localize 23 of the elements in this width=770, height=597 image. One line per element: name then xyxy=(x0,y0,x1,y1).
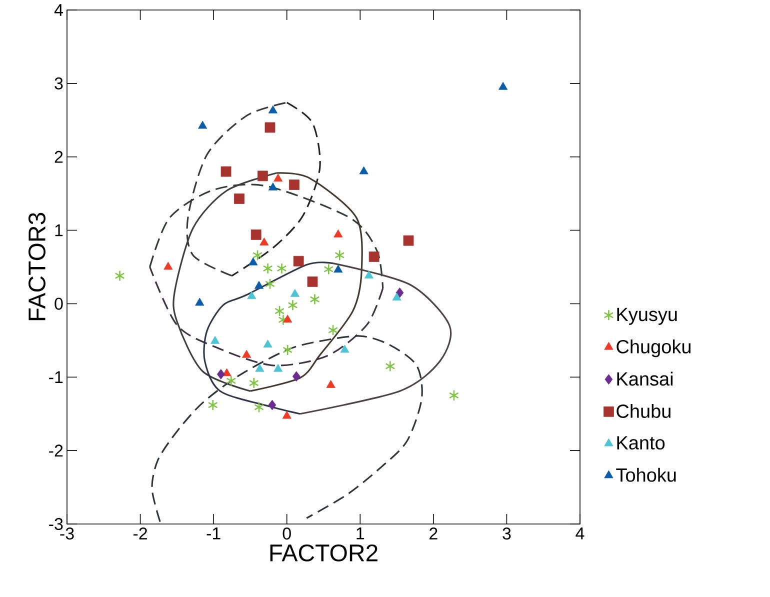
legend-label: Chubu xyxy=(616,404,670,418)
y-tick-label: -1 xyxy=(49,371,63,383)
x-tick-label: 0 xyxy=(282,528,291,540)
x-tick-label: -2 xyxy=(133,528,147,540)
legend-label: Kyusyu xyxy=(617,308,677,325)
legend-label: Kanto xyxy=(617,436,665,450)
legend-label: Chugoku xyxy=(616,339,690,358)
x-tick-label: 4 xyxy=(576,528,584,540)
y-axis-title: FACTOR3 xyxy=(28,212,46,320)
y-tick-label: -2 xyxy=(49,444,63,457)
x-tick-label: 3 xyxy=(502,528,511,540)
x-tick-label: 1 xyxy=(356,528,364,540)
legend-label: Tohoku xyxy=(616,468,676,482)
y-tick-label: -3 xyxy=(49,518,63,530)
legend-label: Kansai xyxy=(617,372,673,386)
y-tick-label: 4 xyxy=(54,4,63,16)
x-axis-title: FACTOR2 xyxy=(270,544,378,562)
y-tick-label: 0 xyxy=(54,298,63,310)
y-tick-label: 1 xyxy=(55,224,63,236)
y-tick-label: 2 xyxy=(54,150,63,163)
x-tick-label: -1 xyxy=(206,528,220,540)
x-tick-label: 2 xyxy=(430,528,438,540)
y-tick-label: 3 xyxy=(54,77,63,90)
